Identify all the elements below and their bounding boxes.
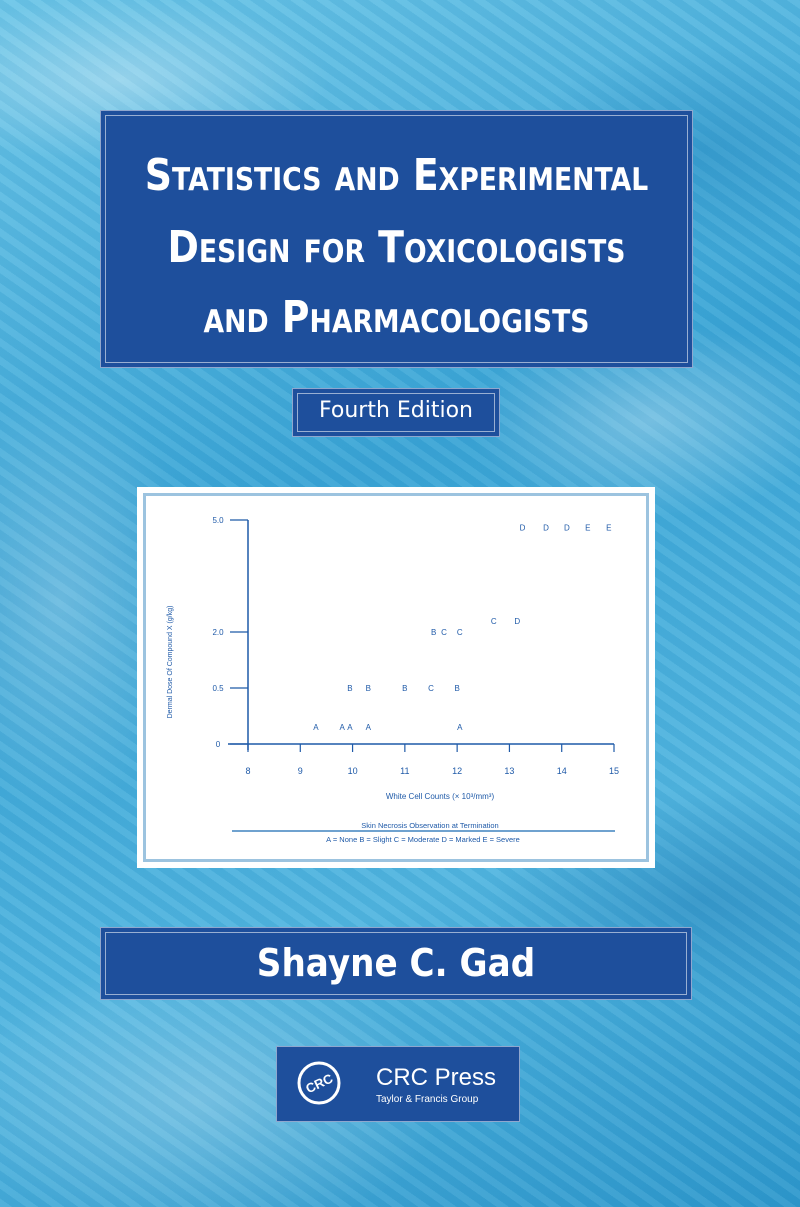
x-tick-label: 8 [245, 766, 250, 776]
svg-text:CRC: CRC [303, 1070, 335, 1096]
data-point-B: B [402, 684, 407, 693]
data-point-C: C [491, 617, 497, 626]
data-point-A: A [339, 723, 345, 732]
x-tick-label: 12 [452, 766, 462, 776]
x-axis-label: White Cell Counts (× 10³/mm³) [386, 792, 495, 801]
title-panel: Statistics and Experimental Design for T… [100, 110, 693, 368]
title-line-1: Statistics and Experimental [144, 150, 649, 201]
data-point-A: A [313, 723, 319, 732]
title-line-2: Design for Toxicologists [167, 222, 626, 273]
data-point-D: D [543, 523, 549, 532]
x-tick-label: 14 [557, 766, 567, 776]
y-tick-label: 2.0 [212, 628, 224, 637]
title-line-3: and Pharmacologists [203, 292, 590, 343]
edition-label: Fourth Edition [319, 398, 473, 423]
data-point-A: A [366, 723, 372, 732]
author-name: Shayne C. Gad [256, 941, 536, 985]
y-tick-label: 0.5 [212, 684, 224, 693]
data-point-C: C [428, 684, 434, 693]
legend-title: Skin Necrosis Observation at Termination [361, 821, 498, 830]
x-tick-label: 11 [400, 766, 409, 776]
data-point-B: B [366, 684, 371, 693]
data-point-C: C [457, 628, 463, 637]
x-tick-label: 10 [348, 766, 358, 776]
data-point-A: A [347, 723, 353, 732]
publisher-panel: CRC CRC Press Taylor & Francis Group [276, 1046, 520, 1122]
author-panel: Shayne C. Gad [100, 927, 692, 1000]
x-tick-label: 9 [298, 766, 303, 776]
crc-logo-icon: CRC [297, 1061, 341, 1105]
data-point-C: C [441, 628, 447, 637]
x-tick-label: 15 [609, 766, 619, 776]
legend-text: A = None B = Slight C = Moderate D = Mar… [326, 835, 520, 844]
data-point-B: B [431, 628, 436, 637]
x-tick-label: 13 [504, 766, 514, 776]
data-point-A: A [457, 723, 463, 732]
data-point-E: E [606, 523, 611, 532]
data-point-B: B [454, 684, 459, 693]
y-axis-label: Dermal Dose Of Compound X (g/kg) [167, 606, 174, 719]
data-point-D: D [520, 523, 526, 532]
y-tick-label: 0 [216, 740, 221, 749]
data-point-D: D [564, 523, 570, 532]
data-point-D: D [514, 617, 520, 626]
publisher-group: Taylor & Francis Group [376, 1094, 479, 1105]
y-tick-label: 5.0 [212, 516, 224, 525]
data-point-B: B [347, 684, 352, 693]
publisher-name: CRC Press [376, 1064, 497, 1091]
edition-panel: Fourth Edition [292, 388, 500, 437]
data-point-E: E [585, 523, 590, 532]
